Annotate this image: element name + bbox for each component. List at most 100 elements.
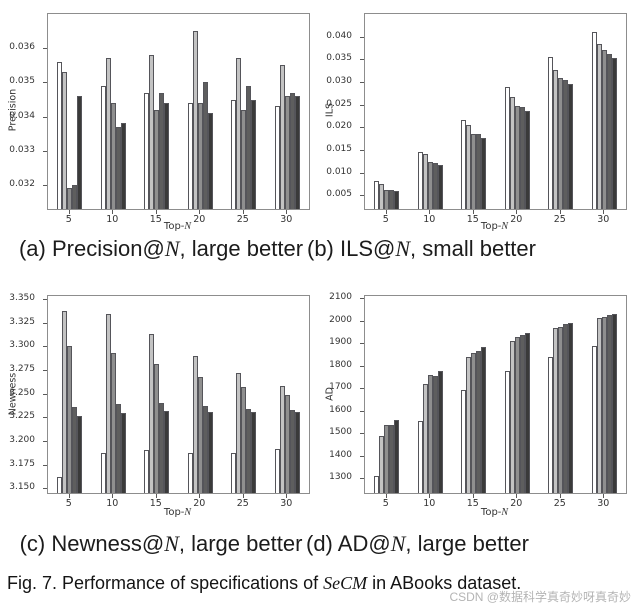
bar: [115, 126, 121, 209]
y-tick-label: 1400: [329, 449, 352, 460]
bar-group: [548, 322, 574, 493]
bar: [519, 334, 525, 493]
bar: [558, 77, 564, 209]
bar: [568, 322, 574, 493]
plot-area: [43, 13, 310, 210]
bar: [144, 92, 150, 209]
bar: [207, 113, 213, 209]
bar: [601, 316, 607, 493]
bar: [197, 102, 203, 209]
bar: [274, 106, 280, 209]
bar: [231, 453, 237, 493]
y-tick-label: 1900: [329, 337, 352, 348]
bar: [241, 386, 247, 493]
bar: [110, 352, 116, 493]
bar: [476, 134, 482, 209]
bar: [432, 376, 438, 493]
bar: [394, 190, 400, 209]
plot-area: [360, 295, 627, 494]
x-tick-label: 5: [382, 214, 389, 225]
bar: [509, 97, 515, 209]
bar: [57, 476, 63, 493]
subcaption-d-note: , large better: [405, 531, 529, 556]
y-tick-label: 2000: [329, 314, 352, 325]
bar: [294, 96, 300, 209]
x-tick-mark: [68, 494, 70, 498]
x-tick-mark: [559, 210, 561, 214]
bar: [67, 346, 73, 493]
bar: [548, 357, 554, 493]
bar: [159, 403, 165, 493]
figure-caption-suffix: in ABooks dataset.: [367, 573, 522, 593]
bar: [514, 336, 520, 493]
y-tick-label: 0.010: [326, 166, 352, 177]
bar: [284, 96, 290, 209]
bar-group: [100, 58, 126, 209]
bar: [192, 31, 198, 209]
y-tick-label: 0.015: [326, 144, 352, 155]
bar: [149, 333, 155, 493]
bar: [384, 189, 390, 209]
bar: [187, 453, 193, 493]
bar: [476, 350, 482, 493]
y-tick-label: 2100: [329, 292, 352, 303]
bar: [251, 99, 257, 209]
x-tick-mark: [112, 210, 114, 214]
chart-ils: ILS 0.005 0.010 0.015 0.020 0.025 0.030 0.035 0…: [317, 0, 633, 233]
bar: [284, 395, 290, 493]
bar: [144, 450, 150, 493]
bar: [77, 416, 83, 493]
csdn-watermark: CSDN @数据科学真奇妙呀真奇妙: [449, 590, 631, 604]
x-axis-label-math: N: [501, 507, 509, 518]
bar: [62, 72, 68, 209]
y-tick-label: 3.200: [9, 434, 35, 445]
bar-group: [461, 119, 487, 209]
x-tick-label: 25: [236, 214, 249, 225]
x-tick-label: 30: [597, 498, 610, 509]
y-tick-mark: [360, 478, 364, 480]
x-tick-mark: [603, 494, 605, 498]
x-tick-mark: [603, 210, 605, 214]
x-tick-mark: [242, 210, 244, 214]
bar: [591, 345, 597, 493]
bar: [187, 102, 193, 209]
x-tick-mark: [385, 494, 387, 498]
bar: [389, 189, 395, 209]
bar: [563, 324, 569, 493]
figure-caption-prefix: Fig. 7. Performance of specifications of: [7, 573, 324, 593]
bar: [197, 376, 203, 493]
chart-newness: Newness 3.150 3.175 3.200 3.225 3.250 3.275 3.…: [0, 280, 316, 523]
bar: [154, 364, 160, 493]
x-tick-label: 25: [553, 214, 566, 225]
bar: [207, 411, 213, 493]
x-tick-mark: [199, 494, 201, 498]
bar: [481, 346, 487, 493]
x-tick-label: 15: [149, 214, 162, 225]
y-tick-mark: [43, 298, 47, 300]
y-tick-label: 3.150: [9, 482, 35, 493]
y-tick-label: 0.033: [9, 144, 35, 155]
x-tick-label: 5: [65, 214, 72, 225]
y-tick-mark: [43, 393, 47, 395]
subcaption-b-note: , small better: [410, 236, 536, 261]
bar-group: [57, 61, 83, 209]
subcaption-b: (b) ILS@N, small better: [307, 236, 536, 262]
subcaption-c: (c) Newness@N, large better: [8, 531, 314, 557]
bar-group: [461, 346, 487, 493]
x-tick-mark: [429, 210, 431, 214]
bar: [72, 406, 78, 493]
bar: [289, 409, 295, 493]
y-tick-label: 0.034: [9, 110, 35, 121]
bar: [164, 410, 170, 493]
subcaption-a: (a) Precision@N, large better: [8, 236, 314, 262]
bar-group: [144, 55, 170, 209]
y-tick-label: 1500: [329, 427, 352, 438]
y-tick-label: 0.032: [9, 179, 35, 190]
bar: [105, 314, 111, 493]
x-axis-label-math: N: [184, 507, 192, 518]
bar: [596, 317, 602, 493]
x-tick-mark: [516, 494, 518, 498]
bar: [279, 65, 285, 209]
y-tick-label: 3.175: [9, 458, 35, 469]
